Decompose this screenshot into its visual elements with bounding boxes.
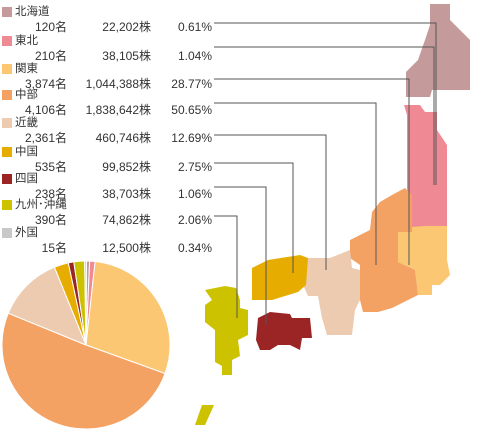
legend-swatch (2, 7, 12, 17)
region-name: 中部 (15, 89, 38, 101)
share-count: 12,500株 (102, 241, 151, 255)
region-name: 四国 (15, 173, 38, 185)
share-count: 74,862株 (102, 213, 151, 227)
legend-swatch (2, 228, 12, 238)
legend-row-shikoku: 四国 238名 38,703株 1.06% (0, 172, 260, 204)
legend-swatch (2, 174, 12, 184)
region-name: 九州･沖縄 (15, 199, 67, 211)
shareholder-count: 3,874名 (24, 77, 67, 91)
shareholder-count: 535名 (34, 160, 67, 174)
share-percent: 2.75% (177, 160, 212, 174)
shareholder-count: 15名 (41, 241, 67, 255)
pie-slice-kanto (85, 260, 171, 375)
legend-swatch (2, 90, 12, 100)
pie-slice-kinki (7, 266, 87, 346)
region-name: 北海道 (15, 6, 50, 18)
region-kanto-shape (398, 226, 450, 295)
pie-slice-foreign (84, 260, 87, 346)
share-count: 22,202株 (102, 20, 151, 34)
share-percent: 1.06% (177, 187, 212, 201)
region-kinki-shape (303, 250, 360, 335)
region-name: 中国 (15, 146, 38, 158)
leader-line-kinki (214, 134, 327, 270)
legend-swatch (2, 147, 12, 157)
share-count: 1,044,388株 (85, 77, 151, 91)
share-percent: 0.34% (177, 241, 212, 255)
leader-line-chubu (214, 102, 377, 265)
leader-line-kanto (214, 78, 410, 265)
region-chubu-shape (350, 188, 418, 312)
region-name: 近畿 (15, 117, 38, 129)
region-name: 外国 (15, 227, 38, 239)
share-percent: 1.04% (177, 49, 212, 63)
pie-slice-chubu (1, 312, 166, 430)
share-count: 38,703株 (102, 187, 151, 201)
legend-row-foreign: 外国 15名 12,500株 0.34% (0, 226, 260, 258)
legend-row-kanto: 関東 3,874名 1,044,388株 28.77% (0, 62, 260, 94)
legend-row-chugoku: 中国 535名 99,852株 2.75% (0, 145, 260, 177)
share-count: 460,746株 (95, 131, 151, 145)
legend-swatch (2, 36, 12, 46)
legend-row-kyushu: 九州･沖縄 390名 74,862株 2.06% (0, 198, 260, 230)
share-percent: 2.06% (177, 213, 212, 227)
legend-swatch (2, 200, 12, 210)
leader-line-kyushu (214, 215, 238, 318)
shareholder-count: 4,106名 (24, 103, 67, 117)
region-name: 東北 (15, 35, 38, 47)
legend-row-kinki: 近畿 2,361名 460,746株 12.69% (0, 116, 260, 148)
legend-row-chubu: 中部 4,106名 1,838,642株 50.65% (0, 88, 260, 120)
leader-line-shikoku (214, 186, 267, 325)
share-count: 99,852株 (102, 160, 151, 174)
shareholder-count: 390名 (34, 213, 67, 227)
share-percent: 12.69% (171, 131, 212, 145)
share-count: 38,105株 (102, 49, 151, 63)
leader-line-chugoku (214, 162, 294, 273)
shareholder-count: 210名 (34, 49, 67, 63)
legend-swatch (2, 64, 12, 74)
legend-swatch (2, 118, 12, 128)
share-count: 1,838,642株 (85, 103, 151, 117)
shareholder-count: 238名 (34, 187, 67, 201)
leader-line-tohoku (214, 46, 435, 185)
share-percent: 0.61% (177, 20, 212, 34)
share-percent: 28.77% (171, 77, 212, 91)
shareholder-count: 2,361名 (24, 131, 67, 145)
legend-row-tohoku: 東北 210名 38,105株 1.04% (0, 34, 260, 66)
region-hokkaido-shape (406, 4, 470, 97)
leader-line-hokkaido (214, 22, 437, 185)
region-name: 関東 (15, 63, 38, 75)
legend-row-hokkaido: 北海道 120名 22,202株 0.61% (0, 5, 260, 37)
region-shikoku-shape (256, 312, 312, 350)
shareholder-count: 120名 (34, 20, 67, 34)
share-percent: 50.65% (171, 103, 212, 117)
